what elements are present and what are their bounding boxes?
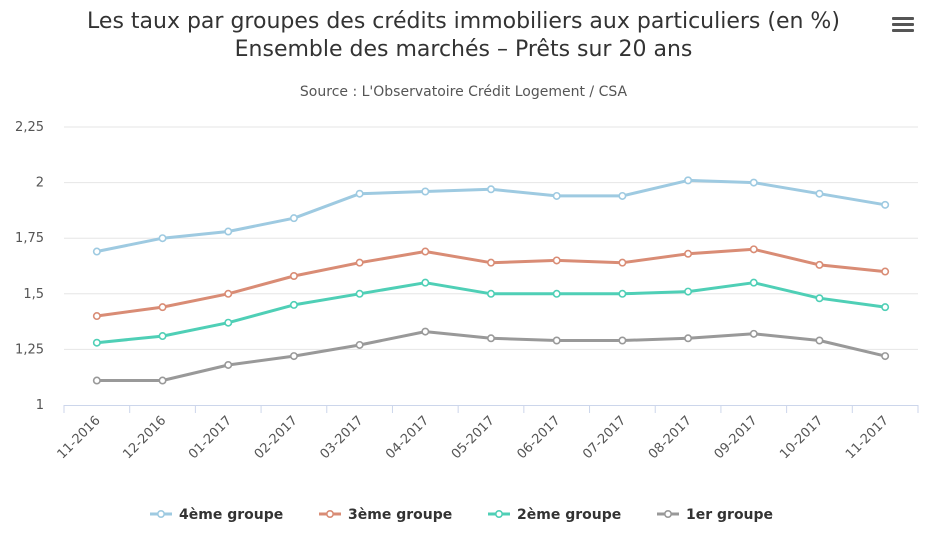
x-tick-label: 05-2017	[449, 413, 498, 462]
data-point	[486, 258, 495, 267]
y-tick-label: 1,25	[15, 342, 44, 357]
data-point	[618, 336, 627, 345]
legend-marker	[157, 509, 166, 518]
data-point	[815, 336, 824, 345]
x-tick-label: 11-2016	[55, 413, 104, 462]
x-tick-label: 11-2017	[843, 413, 892, 462]
data-point	[355, 340, 364, 349]
legend-item-label[interactable]: 3ème groupe	[348, 507, 452, 523]
data-point	[815, 294, 824, 303]
data-point	[749, 178, 758, 187]
data-point	[355, 258, 364, 267]
data-point	[92, 338, 101, 347]
data-point	[289, 352, 298, 361]
x-tick-label: 03-2017	[317, 413, 366, 462]
data-point	[158, 303, 167, 312]
data-point	[224, 318, 233, 327]
data-point	[486, 289, 495, 298]
data-point	[224, 227, 233, 236]
data-point	[158, 234, 167, 243]
data-point	[92, 312, 101, 321]
data-point	[881, 352, 890, 361]
y-tick-label: 1,5	[23, 287, 44, 302]
hamburger-menu-icon[interactable]	[890, 14, 916, 38]
data-point	[421, 327, 430, 336]
chart-title: Les taux par groupes des crédits immobil…	[87, 9, 840, 34]
data-point	[815, 260, 824, 269]
x-tick-label: 07-2017	[580, 413, 629, 462]
legend-marker	[663, 509, 672, 518]
data-point	[92, 247, 101, 256]
data-point	[684, 249, 693, 258]
data-point	[421, 187, 430, 196]
data-point	[158, 376, 167, 385]
data-point	[486, 334, 495, 343]
data-point	[289, 214, 298, 223]
legend-item-label[interactable]: 4ème groupe	[179, 507, 283, 523]
data-point	[158, 332, 167, 341]
x-tick-label: 06-2017	[514, 413, 563, 462]
data-point	[421, 247, 430, 256]
x-tick-label: 01-2017	[186, 413, 235, 462]
chart-subtitle: Source : L'Observatoire Crédit Logement …	[299, 84, 628, 100]
data-point	[881, 200, 890, 209]
legend-marker	[325, 509, 334, 518]
y-tick-label: 2	[36, 176, 44, 191]
y-tick-label: 2,25	[15, 120, 44, 135]
data-point	[684, 176, 693, 185]
data-point	[92, 376, 101, 385]
data-point	[881, 303, 890, 312]
x-tick-label: 09-2017	[712, 413, 761, 462]
data-point	[881, 267, 890, 276]
data-point	[224, 360, 233, 369]
data-point	[749, 329, 758, 338]
data-point	[749, 278, 758, 287]
data-point	[684, 287, 693, 296]
x-tick-label: 12-2016	[120, 413, 169, 462]
data-point	[552, 191, 561, 200]
data-point	[486, 185, 495, 194]
data-point	[618, 191, 627, 200]
data-point	[289, 300, 298, 309]
data-point	[421, 278, 430, 287]
x-tick-label: 02-2017	[252, 413, 301, 462]
data-point	[355, 289, 364, 298]
data-point	[289, 272, 298, 281]
x-tick-label: 04-2017	[383, 413, 432, 462]
y-tick-label: 1,75	[15, 231, 44, 246]
y-tick-label: 1	[36, 398, 44, 413]
legend-marker	[494, 509, 503, 518]
data-point	[552, 289, 561, 298]
data-point	[749, 245, 758, 254]
data-point	[618, 289, 627, 298]
legend-item-label[interactable]: 1er groupe	[686, 507, 773, 523]
chart-title-line2: Ensemble des marchés – Prêts sur 20 ans	[234, 37, 693, 62]
data-point	[618, 258, 627, 267]
x-tick-label: 10-2017	[777, 413, 826, 462]
legend-item-label[interactable]: 2ème groupe	[517, 507, 621, 523]
data-point	[224, 289, 233, 298]
data-point	[355, 189, 364, 198]
data-point	[684, 334, 693, 343]
data-point	[815, 189, 824, 198]
data-point	[552, 336, 561, 345]
data-point	[552, 256, 561, 265]
x-tick-label: 08-2017	[646, 413, 695, 462]
